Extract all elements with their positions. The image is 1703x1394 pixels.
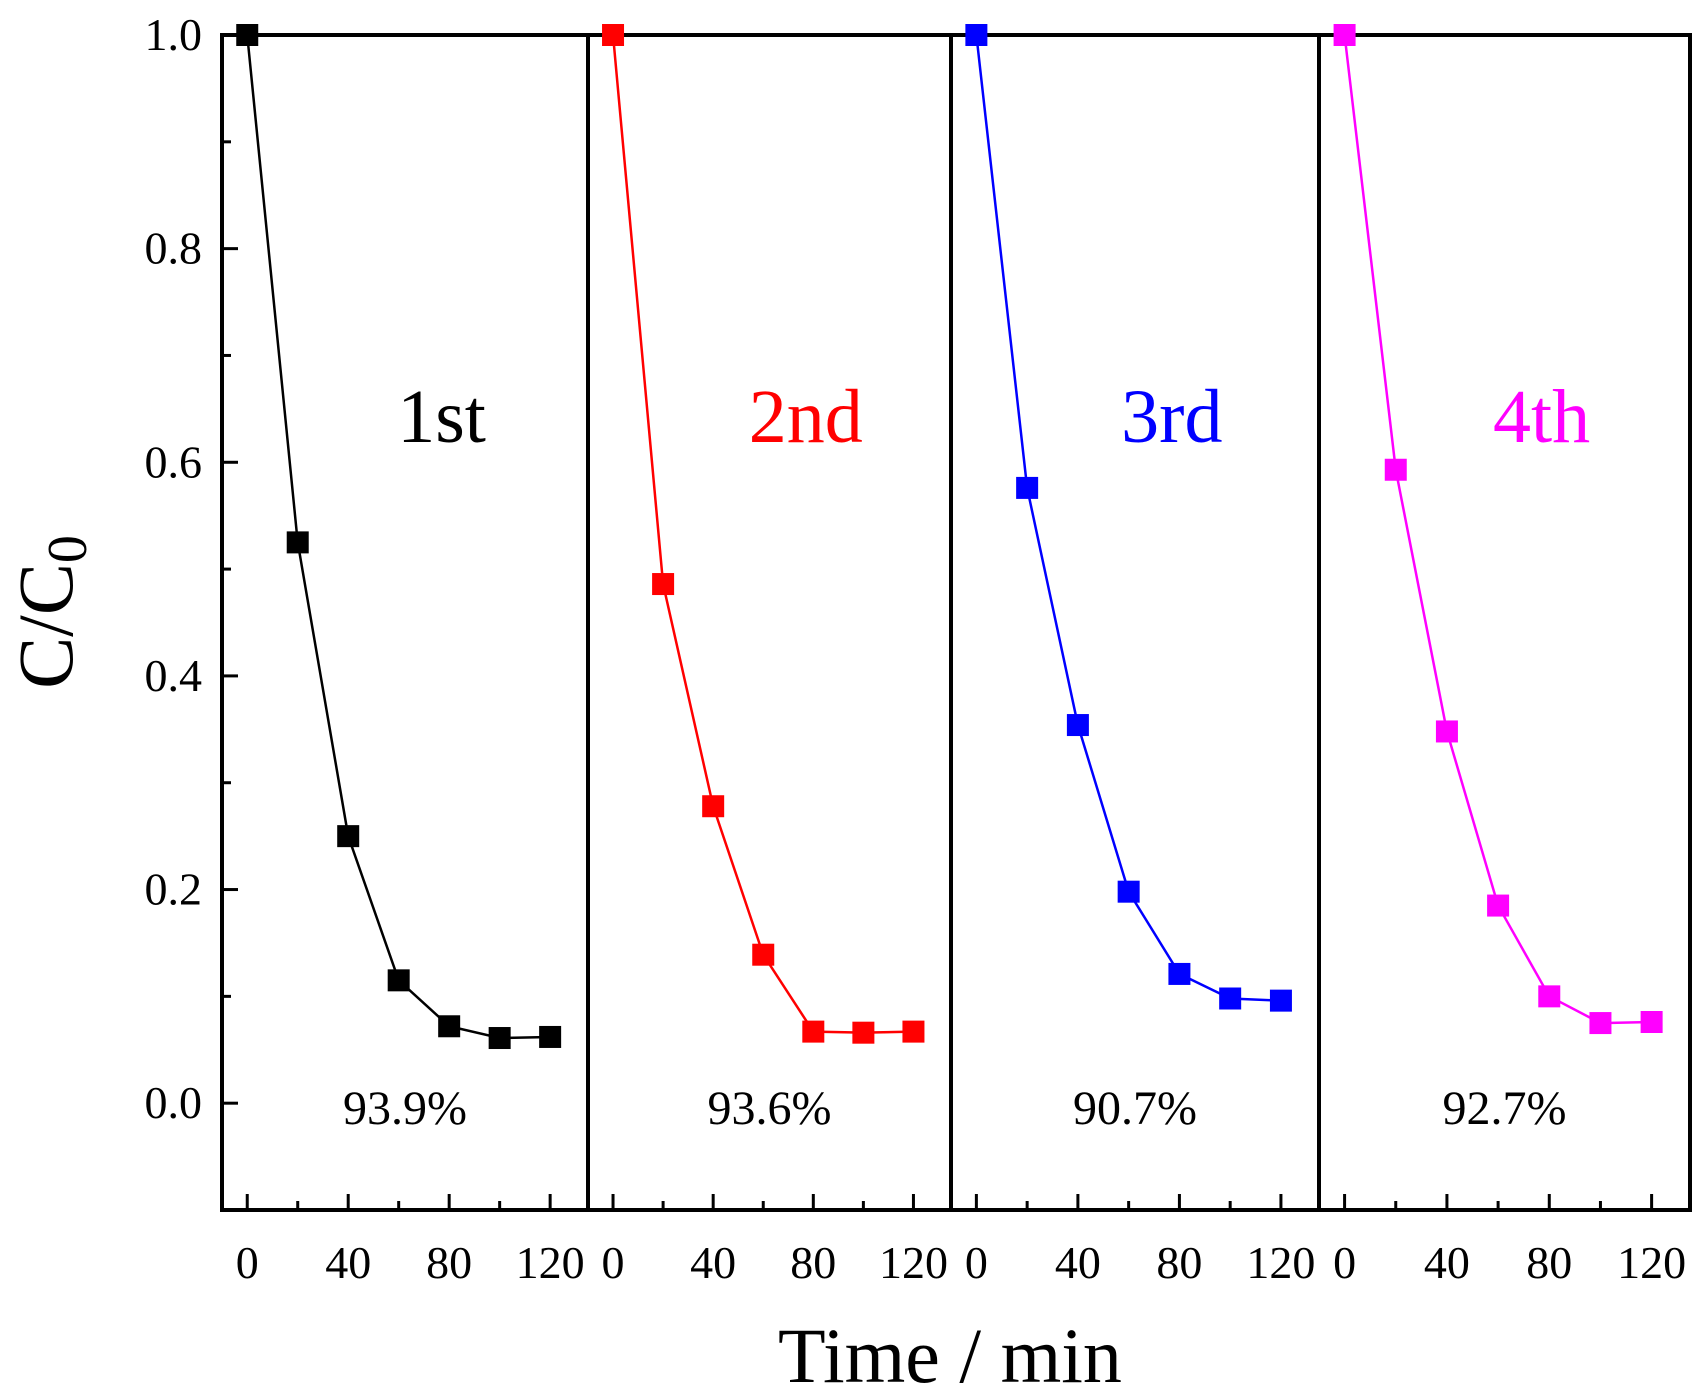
x-tick-label: 80 — [1156, 1237, 1202, 1288]
y-axis-title: C/C0 — [2, 535, 99, 689]
panel-label: 1st — [397, 375, 486, 459]
x-tick-label: 0 — [236, 1237, 259, 1288]
x-tick-label: 0 — [602, 1237, 625, 1288]
x-tick-label: 120 — [1246, 1237, 1315, 1288]
data-point — [702, 795, 725, 818]
data-point — [902, 1020, 925, 1043]
data-point — [802, 1020, 825, 1043]
data-point — [1384, 458, 1407, 481]
y-tick-label: 0.0 — [145, 1077, 203, 1128]
data-point — [1016, 476, 1039, 499]
x-tick-label: 120 — [516, 1237, 585, 1288]
x-tick-label: 0 — [1333, 1237, 1356, 1288]
panel-4th: 0 40 80 120 4th 92.7% — [1317, 24, 1692, 1288]
panel-label: 2nd — [749, 375, 863, 459]
data-point — [1219, 987, 1242, 1010]
series-line-4th — [1343, 34, 1652, 1025]
data-point — [1538, 985, 1561, 1008]
data-point — [1435, 720, 1458, 743]
data-point — [752, 943, 775, 966]
panel-frame — [220, 33, 590, 1212]
y-tick-label: 0.4 — [145, 650, 203, 701]
removal-percentage: 92.7% — [1443, 1082, 1567, 1135]
data-point — [965, 24, 988, 46]
removal-percentage: 93.6% — [708, 1082, 832, 1135]
panel-frame — [586, 33, 953, 1212]
data-point — [652, 573, 675, 596]
panel-1st: 0 40 80 120 1st 93.9% — [220, 24, 590, 1288]
x-tick-label: 120 — [879, 1237, 948, 1288]
data-point — [286, 531, 309, 554]
chart-panels: 0 40 80 120 1st 93.9% 0 40 80 120 2nd 93.6% 0 40 80 120… — [220, 24, 1692, 1288]
data-point — [602, 24, 625, 46]
x-tick-label: 0 — [965, 1237, 988, 1288]
data-point — [337, 825, 360, 848]
y-tick-label: 1.0 — [145, 9, 203, 60]
data-point — [1487, 894, 1510, 917]
x-tick-label: 80 — [426, 1237, 472, 1288]
panel-label: 3rd — [1121, 375, 1222, 459]
x-tick-label: 80 — [1526, 1237, 1572, 1288]
data-point — [1640, 1011, 1663, 1033]
data-point — [1333, 24, 1356, 46]
y-tick-label: 0.2 — [145, 864, 203, 915]
data-point — [488, 1027, 511, 1050]
panel-label: 4th — [1493, 375, 1590, 459]
data-point — [1066, 714, 1089, 737]
x-axis-title: Time / min — [778, 1312, 1122, 1394]
panel-2nd: 0 40 80 120 2nd 93.6% — [586, 24, 953, 1288]
x-tick-label: 40 — [325, 1237, 371, 1288]
data-point — [1269, 989, 1292, 1012]
x-tick-label: 40 — [1055, 1237, 1101, 1288]
removal-percentage: 93.9% — [343, 1082, 467, 1135]
panel-3rd: 0 40 80 120 3rd 90.7% — [949, 24, 1321, 1288]
series-line-2nd — [611, 34, 914, 1034]
x-tick-label: 40 — [690, 1237, 736, 1288]
removal-percentage: 90.7% — [1073, 1082, 1197, 1135]
x-tick-label: 120 — [1617, 1237, 1686, 1288]
series-line-3rd — [975, 34, 1281, 1002]
data-point — [539, 1025, 562, 1048]
y-tick-label: 0.6 — [145, 436, 203, 487]
panel-frame — [949, 33, 1321, 1212]
x-tick-label: 40 — [1424, 1237, 1470, 1288]
data-point — [1168, 962, 1191, 985]
data-point — [236, 24, 259, 46]
data-point — [1589, 1012, 1612, 1035]
data-point — [387, 969, 410, 992]
data-point — [438, 1015, 461, 1038]
y-tick-label: 0.8 — [145, 223, 203, 274]
y-axis: 0.0 0.2 0.4 0.6 0.8 1.0 — [145, 9, 238, 1128]
x-tick-label: 80 — [790, 1237, 836, 1288]
data-point — [1117, 880, 1140, 903]
panel-frame — [1317, 33, 1692, 1212]
data-point — [852, 1021, 875, 1044]
